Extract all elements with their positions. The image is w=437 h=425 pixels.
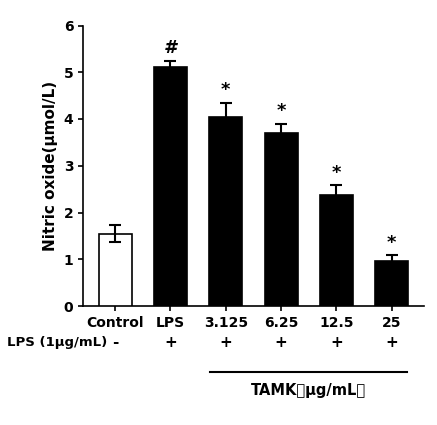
Text: *: * (332, 164, 341, 182)
Bar (264, 133, 298, 306)
Text: +: + (164, 334, 177, 350)
Text: +: + (275, 334, 288, 350)
Bar (209, 116, 243, 306)
Text: +: + (219, 334, 232, 350)
Bar (154, 67, 187, 306)
Bar (375, 261, 409, 306)
Text: LPS (1μg/mL): LPS (1μg/mL) (7, 336, 107, 348)
Bar (98, 233, 132, 306)
Bar (320, 195, 353, 306)
Text: *: * (221, 81, 230, 99)
Y-axis label: Nitric oxide(μmol/L): Nitric oxide(μmol/L) (43, 81, 58, 251)
Text: #: # (164, 39, 177, 57)
Text: -: - (112, 334, 118, 350)
Text: TAMK（μg/mL）: TAMK（μg/mL） (251, 382, 366, 397)
Text: +: + (385, 334, 398, 350)
Text: +: + (330, 334, 343, 350)
Text: *: * (387, 234, 396, 252)
Text: *: * (277, 102, 286, 120)
